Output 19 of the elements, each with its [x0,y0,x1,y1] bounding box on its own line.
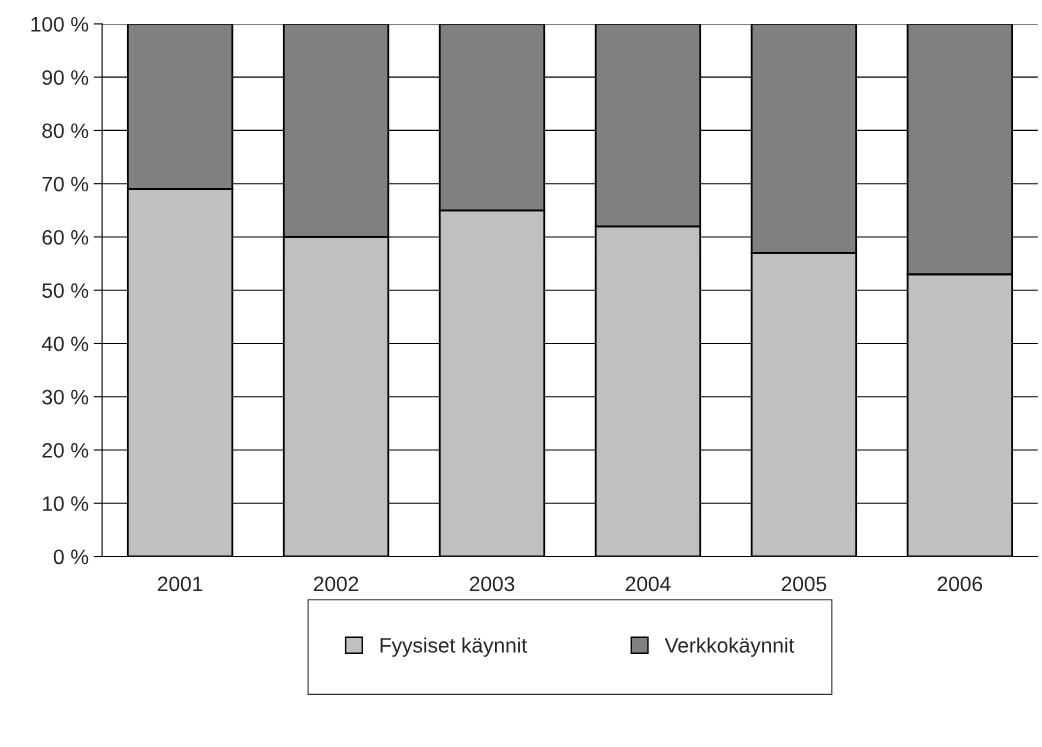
y-tick-label: 50 % [42,283,89,298]
y-tick-label: 90 % [42,70,89,85]
x-tick-label: 2004 [625,576,671,592]
y-tick-label: 60 % [42,229,89,245]
x-tick-label: 2002 [313,576,359,592]
x-tick-label: 2001 [157,576,203,592]
legend-label: Fyysiset käynnit [380,637,527,657]
y-tick-label: 100 % [31,16,89,32]
legend-label: Verkkokäynnit [664,637,795,657]
y-tick-label: 0 % [53,549,89,565]
x-tick-label: 2006 [937,576,983,592]
y-tick-label: 20 % [42,442,89,458]
y-tick-label: 40 % [41,336,89,352]
y-tick-label: 80 % [42,123,89,139]
y-tick-label: 10 % [43,496,89,512]
y-tick-label: 30 % [42,389,89,405]
x-tick-label: 2005 [781,576,827,592]
y-tick-label: 70 % [42,176,89,192]
x-tick-label: 2003 [469,576,515,592]
